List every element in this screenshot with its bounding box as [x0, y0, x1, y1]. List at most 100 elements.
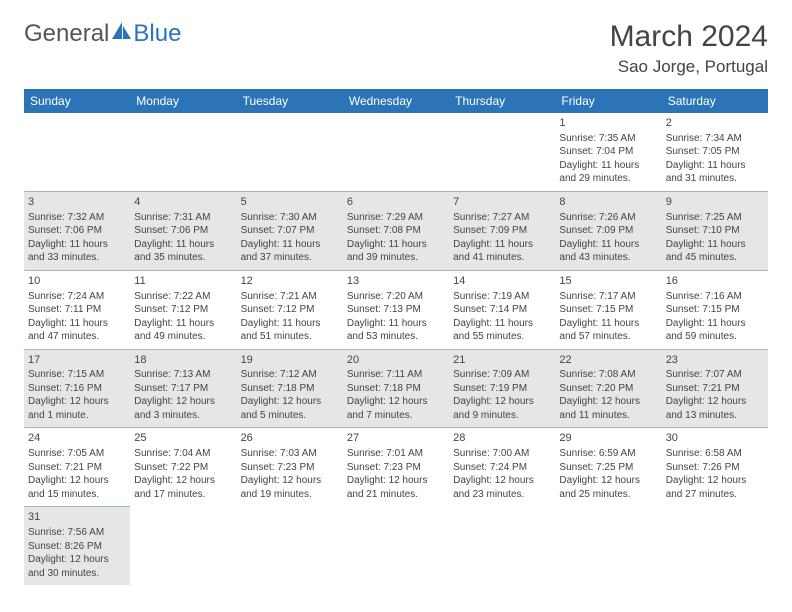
day-number: 23 — [666, 353, 764, 368]
sunrise-text: Sunrise: 7:22 AM — [134, 290, 232, 304]
day-number: 9 — [666, 195, 764, 210]
calendar-body: 1Sunrise: 7:35 AMSunset: 7:04 PMDaylight… — [24, 113, 768, 585]
daylight-text: Daylight: 11 hours and 51 minutes. — [241, 317, 339, 344]
calendar-cell — [449, 113, 555, 191]
daylight-text: Daylight: 12 hours and 3 minutes. — [134, 395, 232, 422]
daylight-text: Daylight: 12 hours and 21 minutes. — [347, 474, 445, 501]
calendar-cell: 28Sunrise: 7:00 AMSunset: 7:24 PMDayligh… — [449, 428, 555, 507]
daylight-text: Daylight: 12 hours and 13 minutes. — [666, 395, 764, 422]
daylight-text: Daylight: 11 hours and 47 minutes. — [28, 317, 126, 344]
calendar-cell: 31Sunrise: 7:56 AMSunset: 8:26 PMDayligh… — [24, 507, 130, 585]
sunrise-text: Sunrise: 7:34 AM — [666, 132, 764, 146]
daylight-text: Daylight: 12 hours and 7 minutes. — [347, 395, 445, 422]
logo-part2: Blue — [133, 20, 181, 48]
daylight-text: Daylight: 12 hours and 27 minutes. — [666, 474, 764, 501]
calendar-cell: 9Sunrise: 7:25 AMSunset: 7:10 PMDaylight… — [662, 191, 768, 270]
calendar-cell: 30Sunrise: 6:58 AMSunset: 7:26 PMDayligh… — [662, 428, 768, 507]
sunset-text: Sunset: 7:18 PM — [241, 382, 339, 396]
sunrise-text: Sunrise: 7:07 AM — [666, 368, 764, 382]
calendar-cell: 2Sunrise: 7:34 AMSunset: 7:05 PMDaylight… — [662, 113, 768, 191]
sunset-text: Sunset: 7:19 PM — [453, 382, 551, 396]
sunset-text: Sunset: 7:11 PM — [28, 303, 126, 317]
sunrise-text: Sunrise: 7:01 AM — [347, 447, 445, 461]
calendar-cell: 5Sunrise: 7:30 AMSunset: 7:07 PMDaylight… — [237, 191, 343, 270]
sunset-text: Sunset: 7:21 PM — [28, 461, 126, 475]
sunrise-text: Sunrise: 7:17 AM — [559, 290, 657, 304]
sunrise-text: Sunrise: 6:58 AM — [666, 447, 764, 461]
sunrise-text: Sunrise: 7:21 AM — [241, 290, 339, 304]
sunset-text: Sunset: 7:13 PM — [347, 303, 445, 317]
calendar-cell: 6Sunrise: 7:29 AMSunset: 7:08 PMDaylight… — [343, 191, 449, 270]
daylight-text: Daylight: 12 hours and 11 minutes. — [559, 395, 657, 422]
daylight-text: Daylight: 11 hours and 43 minutes. — [559, 238, 657, 265]
sunrise-text: Sunrise: 7:35 AM — [559, 132, 657, 146]
calendar-cell — [343, 507, 449, 585]
sunset-text: Sunset: 7:23 PM — [241, 461, 339, 475]
calendar-cell: 10Sunrise: 7:24 AMSunset: 7:11 PMDayligh… — [24, 270, 130, 349]
calendar-cell: 17Sunrise: 7:15 AMSunset: 7:16 PMDayligh… — [24, 349, 130, 428]
calendar-cell — [24, 113, 130, 191]
sunrise-text: Sunrise: 7:15 AM — [28, 368, 126, 382]
sunset-text: Sunset: 7:21 PM — [666, 382, 764, 396]
sunset-text: Sunset: 7:15 PM — [559, 303, 657, 317]
daylight-text: Daylight: 11 hours and 53 minutes. — [347, 317, 445, 344]
daylight-text: Daylight: 11 hours and 33 minutes. — [28, 238, 126, 265]
sunrise-text: Sunrise: 7:03 AM — [241, 447, 339, 461]
day-number: 29 — [559, 431, 657, 446]
sunset-text: Sunset: 7:04 PM — [559, 145, 657, 159]
sunset-text: Sunset: 7:05 PM — [666, 145, 764, 159]
calendar-cell: 4Sunrise: 7:31 AMSunset: 7:06 PMDaylight… — [130, 191, 236, 270]
day-number: 13 — [347, 274, 445, 289]
daylight-text: Daylight: 12 hours and 9 minutes. — [453, 395, 551, 422]
day-number: 21 — [453, 353, 551, 368]
calendar-cell: 25Sunrise: 7:04 AMSunset: 7:22 PMDayligh… — [130, 428, 236, 507]
sunset-text: Sunset: 7:10 PM — [666, 224, 764, 238]
day-header: Wednesday — [343, 89, 449, 113]
day-header: Tuesday — [237, 89, 343, 113]
daylight-text: Daylight: 11 hours and 39 minutes. — [347, 238, 445, 265]
sunrise-text: Sunrise: 7:56 AM — [28, 526, 126, 540]
daylight-text: Daylight: 11 hours and 35 minutes. — [134, 238, 232, 265]
day-number: 20 — [347, 353, 445, 368]
day-number: 3 — [28, 195, 126, 210]
calendar-head: SundayMondayTuesdayWednesdayThursdayFrid… — [24, 89, 768, 113]
calendar-cell: 13Sunrise: 7:20 AMSunset: 7:13 PMDayligh… — [343, 270, 449, 349]
sunset-text: Sunset: 7:06 PM — [134, 224, 232, 238]
day-number: 17 — [28, 353, 126, 368]
day-number: 27 — [347, 431, 445, 446]
sunset-text: Sunset: 7:24 PM — [453, 461, 551, 475]
daylight-text: Daylight: 11 hours and 57 minutes. — [559, 317, 657, 344]
daylight-text: Daylight: 12 hours and 23 minutes. — [453, 474, 551, 501]
day-number: 30 — [666, 431, 764, 446]
calendar-table: SundayMondayTuesdayWednesdayThursdayFrid… — [24, 89, 768, 585]
calendar-cell: 1Sunrise: 7:35 AMSunset: 7:04 PMDaylight… — [555, 113, 661, 191]
calendar-cell — [343, 113, 449, 191]
calendar-cell: 24Sunrise: 7:05 AMSunset: 7:21 PMDayligh… — [24, 428, 130, 507]
daylight-text: Daylight: 11 hours and 29 minutes. — [559, 159, 657, 186]
day-number: 22 — [559, 353, 657, 368]
calendar-cell — [449, 507, 555, 585]
page-title: March 2024 — [610, 20, 768, 54]
day-number: 1 — [559, 116, 657, 131]
daylight-text: Daylight: 12 hours and 5 minutes. — [241, 395, 339, 422]
day-number: 6 — [347, 195, 445, 210]
day-number: 5 — [241, 195, 339, 210]
daylight-text: Daylight: 11 hours and 31 minutes. — [666, 159, 764, 186]
calendar-cell — [662, 507, 768, 585]
sunset-text: Sunset: 7:17 PM — [134, 382, 232, 396]
sunrise-text: Sunrise: 7:04 AM — [134, 447, 232, 461]
sunrise-text: Sunrise: 7:00 AM — [453, 447, 551, 461]
sunrise-text: Sunrise: 7:24 AM — [28, 290, 126, 304]
daylight-text: Daylight: 11 hours and 41 minutes. — [453, 238, 551, 265]
sunrise-text: Sunrise: 7:16 AM — [666, 290, 764, 304]
calendar-cell: 8Sunrise: 7:26 AMSunset: 7:09 PMDaylight… — [555, 191, 661, 270]
calendar-cell: 26Sunrise: 7:03 AMSunset: 7:23 PMDayligh… — [237, 428, 343, 507]
calendar-cell — [130, 507, 236, 585]
daylight-text: Daylight: 12 hours and 30 minutes. — [28, 553, 126, 580]
day-number: 24 — [28, 431, 126, 446]
day-number: 2 — [666, 116, 764, 131]
sunrise-text: Sunrise: 7:31 AM — [134, 211, 232, 225]
calendar-cell: 29Sunrise: 6:59 AMSunset: 7:25 PMDayligh… — [555, 428, 661, 507]
day-number: 14 — [453, 274, 551, 289]
day-number: 25 — [134, 431, 232, 446]
